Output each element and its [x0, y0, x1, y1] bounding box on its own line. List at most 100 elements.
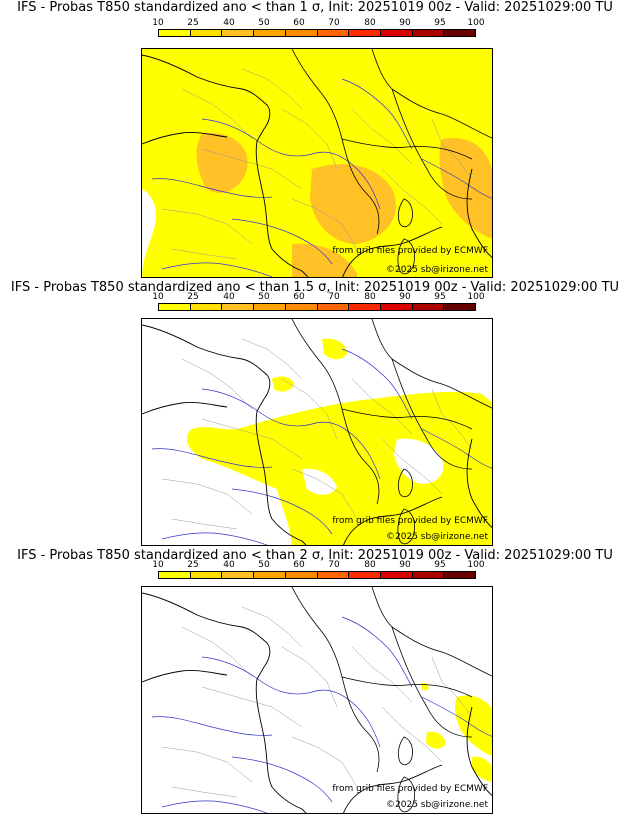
- colorbar-segment: [444, 30, 476, 36]
- credit-copyright: ©2025 sb@irizone.net: [386, 800, 488, 810]
- colorbar-tick-label: 100: [467, 560, 485, 570]
- colorbar-tick-label: 100: [467, 18, 485, 28]
- admin-boundary: [381, 168, 443, 225]
- admin-boundary: [181, 88, 253, 140]
- probability-area: [302, 468, 337, 495]
- admin-boundary: [431, 656, 473, 718]
- admin-boundary: [351, 378, 413, 435]
- admin-boundary: [171, 248, 238, 260]
- colorbar-tick-label: 60: [293, 18, 305, 28]
- credit-copyright: ©2025 sb@irizone.net: [386, 532, 488, 542]
- river: [341, 78, 413, 150]
- colorbar-tick-label: 70: [328, 18, 340, 28]
- admin-boundary: [351, 646, 413, 703]
- admin-boundary: [161, 478, 253, 515]
- colorbar-segment: [317, 572, 350, 578]
- colorbar-tick-label: 95: [434, 18, 446, 28]
- river: [311, 421, 381, 480]
- river: [161, 532, 268, 545]
- probability-map: from grib files provided by ECMWF ©2025 …: [141, 586, 493, 814]
- river: [201, 118, 313, 157]
- colorbar-tick-label: 95: [434, 560, 446, 570]
- colorbar-ticks: 10 25 40 50 60 70 80 90 95 100: [0, 292, 630, 302]
- probability-area: [142, 49, 492, 277]
- river: [341, 348, 413, 420]
- river: [341, 616, 413, 688]
- coastline: [466, 438, 492, 528]
- admin-boundary: [171, 518, 238, 530]
- probability-area: [186, 391, 492, 545]
- country-border: [391, 626, 473, 738]
- admin-boundary: [291, 468, 358, 520]
- colorbar-segment: [317, 30, 350, 36]
- colorbar-tick-label: 25: [187, 18, 199, 28]
- coastline: [142, 132, 228, 145]
- admin-boundary: [431, 118, 473, 180]
- credit-grib: from grib files provided by ECMWF: [332, 246, 488, 256]
- colorbar-segment: [222, 304, 255, 310]
- colorbar-segment: [444, 572, 476, 578]
- colorbar-tick-label: 100: [467, 292, 485, 302]
- colorbar-segment: [254, 572, 286, 578]
- colorbar-segment: [190, 304, 223, 310]
- panel-2-sigma: IFS - Probas T850 standardized ano < tha…: [0, 540, 630, 828]
- probability-area: [455, 695, 492, 757]
- colorbar-segment: [380, 30, 413, 36]
- admin-boundary: [201, 148, 303, 190]
- colorbar-segment: [285, 304, 318, 310]
- panel-1-5-sigma: IFS - Probas T850 standardized ano < tha…: [0, 270, 630, 546]
- probability-area: [292, 243, 357, 277]
- colorbar-segment: [222, 30, 255, 36]
- panel-1-sigma: IFS - Probas T850 standardized ano < tha…: [0, 0, 630, 278]
- colorbar-segment: [285, 30, 318, 36]
- probability-area: [322, 338, 347, 360]
- colorbar-segment: [412, 30, 445, 36]
- colorbar-segment: [159, 572, 191, 578]
- probability-area: [472, 756, 492, 782]
- colorbar-tick-label: 50: [258, 560, 270, 570]
- coastline: [142, 402, 228, 415]
- admin-boundary: [291, 736, 358, 788]
- admin-boundary: [381, 706, 443, 763]
- colorbar-segment: [254, 304, 286, 310]
- coastline: [466, 168, 492, 258]
- colorbar-segment: [222, 572, 255, 578]
- colorbar-tick-label: 25: [187, 560, 199, 570]
- admin-boundary: [161, 208, 253, 245]
- colorbar-segment: [317, 304, 350, 310]
- probability-area: [439, 138, 492, 239]
- admin-boundary: [241, 606, 303, 648]
- panel-title: IFS - Probas T850 standardized ano < tha…: [17, 548, 613, 563]
- colorbar-tick-label: 40: [223, 18, 235, 28]
- credit-copyright: ©2025 sb@irizone.net: [386, 265, 488, 275]
- probability-map: from grib files provided by ECMWF ©2025 …: [141, 48, 493, 278]
- river: [201, 656, 313, 695]
- country-border: [341, 408, 473, 430]
- probability-area: [196, 133, 248, 193]
- admin-boundary: [171, 786, 238, 798]
- corsica-coastline: [397, 736, 413, 766]
- colorbar-segment: [159, 30, 191, 36]
- river: [151, 448, 273, 468]
- colorbar-segment: [254, 30, 286, 36]
- river: [231, 756, 333, 803]
- country-border: [371, 319, 492, 409]
- colorbar: [158, 29, 476, 37]
- colorbar-tick-label: 40: [223, 292, 235, 302]
- colorbar-tick-label: 70: [328, 560, 340, 570]
- colorbar-segment: [159, 304, 191, 310]
- colorbar-tick-label: 90: [399, 560, 411, 570]
- colorbar-segment: [190, 30, 223, 36]
- sardinia-coastline: [397, 508, 415, 545]
- coastline: [142, 324, 307, 545]
- probability-map: from grib files provided by ECMWF ©2025 …: [141, 318, 493, 546]
- colorbar-segment: [380, 304, 413, 310]
- colorbar-tick-label: 50: [258, 292, 270, 302]
- country-border: [371, 49, 492, 139]
- colorbar-segment: [349, 30, 381, 36]
- river: [161, 262, 273, 277]
- country-border: [341, 676, 473, 698]
- coastline: [142, 670, 228, 683]
- coastline: [466, 706, 492, 796]
- panel-title: IFS - Probas T850 standardized ano < tha…: [17, 0, 613, 15]
